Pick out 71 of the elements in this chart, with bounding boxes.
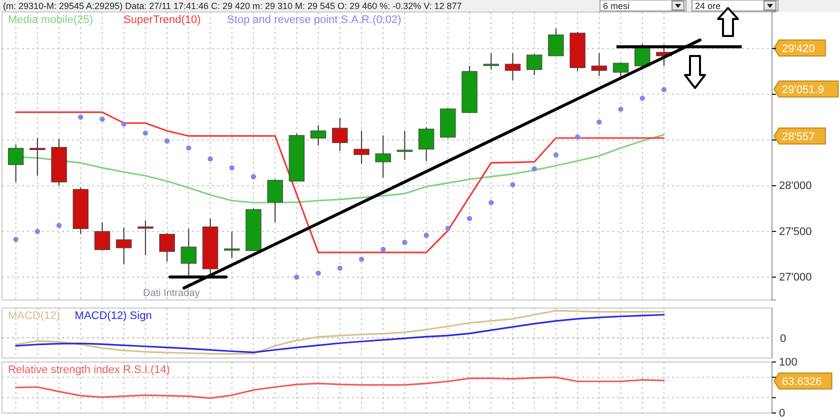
y-tick-label: 0 <box>779 408 786 420</box>
candlestick <box>310 124 326 146</box>
y-tick-label: 100 <box>779 356 798 369</box>
candlestick <box>504 52 521 82</box>
series-label: Relative strength index R.S.I.(14) <box>8 364 170 376</box>
candlestick <box>354 130 370 164</box>
candlestick <box>591 52 608 76</box>
point <box>596 119 602 125</box>
point <box>337 266 342 271</box>
text: 63.6326 <box>782 376 822 388</box>
point <box>13 236 18 242</box>
point <box>358 256 364 262</box>
candlestick <box>332 118 348 152</box>
point <box>380 246 386 252</box>
series-label: MACD(12) <box>8 310 60 322</box>
point <box>316 270 321 276</box>
candlestick <box>180 228 197 277</box>
point <box>294 274 300 280</box>
annotation: Dati Intraday <box>143 288 200 299</box>
candlestick <box>483 52 499 70</box>
candlestick <box>116 227 132 265</box>
point <box>78 114 84 120</box>
candlestick <box>396 130 413 161</box>
point <box>445 226 451 232</box>
point <box>34 228 40 234</box>
point <box>488 200 494 206</box>
point <box>100 116 105 122</box>
text: 29'051.9 <box>782 84 824 96</box>
candlestick <box>224 230 240 258</box>
point <box>142 130 148 136</box>
point <box>250 174 256 180</box>
y-tick-label: 27'500 <box>779 226 812 238</box>
text: Media mobile(25) <box>8 14 93 26</box>
y-tick-label: 27'000 <box>779 272 812 284</box>
line-series <box>15 376 665 400</box>
point <box>424 232 429 238</box>
candlestick <box>375 134 391 178</box>
point <box>229 165 234 170</box>
series-label: MACD(12) Sign <box>74 310 152 322</box>
point <box>510 182 516 188</box>
point <box>574 134 580 140</box>
text: 28'557 <box>782 131 815 143</box>
candlestick <box>548 28 564 56</box>
candlestick <box>159 232 175 262</box>
point <box>402 240 408 245</box>
point <box>466 216 472 222</box>
candlestick <box>526 54 542 76</box>
point <box>208 156 213 162</box>
text: SuperTrend(10) <box>124 14 201 26</box>
text: 6 mesi <box>603 1 630 11</box>
text: Stop and reverse point S.A.R.(0.02) <box>227 14 402 26</box>
point <box>532 166 537 172</box>
candlestick <box>267 178 283 223</box>
line-series <box>15 111 665 254</box>
point <box>640 96 645 101</box>
point <box>164 138 170 144</box>
text: 29'420 <box>782 43 815 55</box>
candlestick <box>30 138 46 176</box>
candlestick <box>8 144 24 183</box>
point <box>186 145 192 151</box>
point <box>553 152 559 158</box>
point <box>661 86 667 92</box>
point <box>56 222 62 228</box>
candlestick <box>138 220 154 256</box>
candlestick <box>418 126 434 162</box>
point <box>121 121 126 127</box>
y-tick-label: 28'000 <box>779 180 812 192</box>
point <box>618 106 624 112</box>
candlestick <box>94 222 110 252</box>
text: 24 ore <box>695 1 721 11</box>
chart-title: (m: 29310-M: 29545 A:29295) Data: 27/11 17:41:46 C: 29 420 m: 29 310 M: 29 545 O: 29 460 %: -0.32% V: 12 877 <box>3 1 462 11</box>
